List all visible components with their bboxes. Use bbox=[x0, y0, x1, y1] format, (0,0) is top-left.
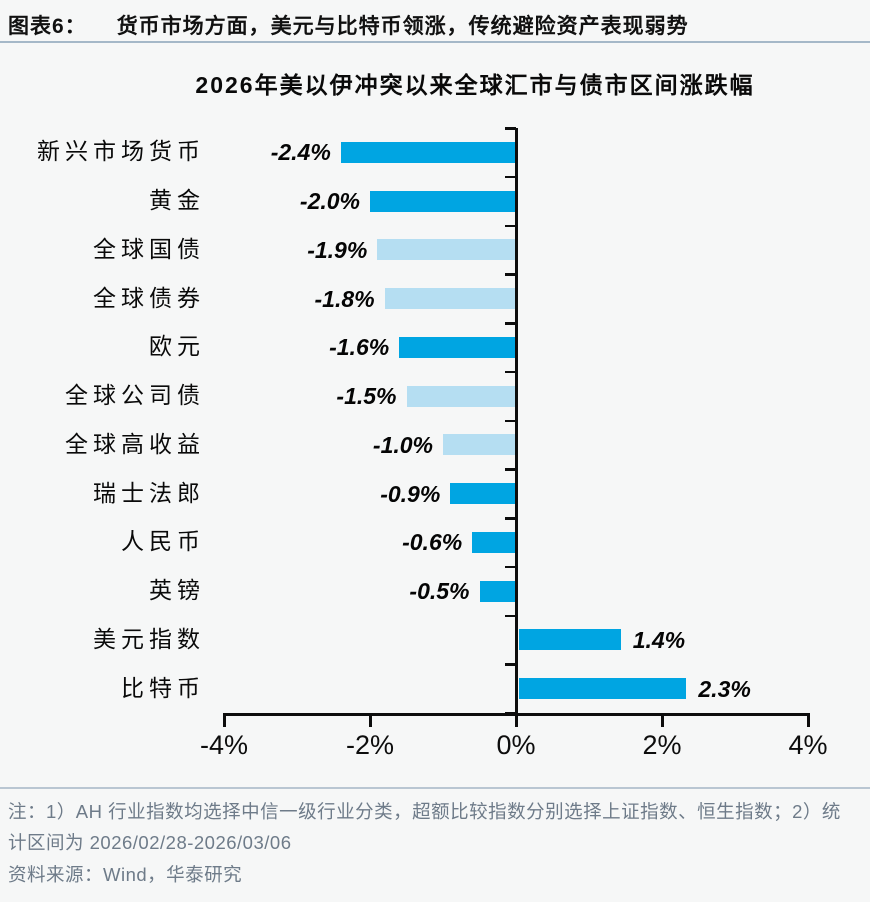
category-label: 欧元 bbox=[149, 334, 205, 360]
axis-tick bbox=[807, 713, 810, 727]
bar bbox=[340, 141, 516, 163]
value-label: -2.0% bbox=[299, 188, 360, 215]
x-tick-label: 4% bbox=[788, 730, 828, 760]
axis-tick bbox=[515, 713, 518, 727]
value-label: -2.4% bbox=[270, 139, 331, 166]
bar bbox=[443, 434, 516, 456]
category-label: 全球债券 bbox=[93, 285, 205, 311]
value-label: -1.9% bbox=[307, 236, 368, 263]
axis-tick bbox=[505, 663, 516, 666]
bar bbox=[518, 629, 621, 651]
axis-tick bbox=[505, 419, 516, 422]
axis-tick bbox=[661, 713, 664, 727]
chart-source: 资料来源：Wind，华泰研究 bbox=[8, 864, 243, 885]
header-divider bbox=[0, 41, 870, 43]
category-label: 全球国债 bbox=[93, 236, 205, 262]
category-label: 全球公司债 bbox=[65, 383, 205, 409]
figure-header: 图表6： 货币市场方面，美元与比特币领涨，传统避险资产表现弱势 bbox=[8, 10, 862, 40]
bar bbox=[384, 288, 516, 310]
bar bbox=[479, 580, 516, 602]
axis-tick bbox=[505, 517, 516, 520]
axis-tick bbox=[505, 468, 516, 471]
category-label: 美元指数 bbox=[93, 626, 205, 652]
axis-tick bbox=[223, 713, 226, 727]
axis-tick bbox=[505, 614, 516, 617]
x-tick-label: -4% bbox=[199, 730, 248, 760]
x-tick-label: -2% bbox=[345, 730, 394, 760]
value-label: 1.4% bbox=[632, 626, 686, 653]
axis-tick bbox=[369, 713, 372, 727]
axis-tick bbox=[505, 273, 516, 276]
bar-chart-plot: 新兴市场货币 -2.4% 黄金 -2.0% 全球国债 -1.9% 全球债券 -1.8% 欧元 -1… bbox=[37, 127, 828, 760]
bar bbox=[450, 483, 516, 505]
footer-divider bbox=[0, 787, 870, 789]
value-label: -0.6% bbox=[402, 529, 463, 556]
category-label: 英镑 bbox=[149, 578, 205, 604]
value-label: 2.3% bbox=[698, 675, 751, 702]
value-label: -0.9% bbox=[380, 480, 441, 507]
bar bbox=[399, 336, 516, 358]
chart-note: 注：1）AH 行业指数均选择中信一级行业分类，超额比较指数分别选择上证指数、恒生… bbox=[8, 801, 841, 853]
value-label: -1.6% bbox=[329, 334, 390, 361]
figure-number: 图表6： bbox=[8, 15, 87, 38]
bar bbox=[518, 678, 687, 700]
category-label: 人民币 bbox=[121, 529, 205, 555]
category-label: 新兴市场货币 bbox=[37, 139, 205, 165]
value-label: -1.8% bbox=[314, 285, 375, 312]
value-label: -0.5% bbox=[409, 578, 470, 605]
axis-tick bbox=[505, 370, 516, 374]
category-label: 黄金 bbox=[149, 188, 205, 214]
category-label: 比特币 bbox=[121, 675, 205, 701]
bar bbox=[377, 239, 516, 261]
value-label: -1.5% bbox=[336, 383, 397, 410]
x-tick-label: 2% bbox=[642, 730, 682, 760]
category-label: 全球高收益 bbox=[65, 431, 205, 457]
axis-tick bbox=[505, 224, 516, 227]
x-tick-label: 0% bbox=[496, 730, 536, 760]
chart-title: 2026年美以伊冲突以来全球汇市与债市区间涨跌幅 bbox=[195, 72, 755, 98]
bar bbox=[472, 531, 516, 553]
axis-tick bbox=[505, 322, 516, 325]
axis-tick bbox=[505, 175, 516, 179]
zero-axis-line bbox=[515, 128, 518, 718]
figure-title: 货币市场方面，美元与比特币领涨，传统避险资产表现弱势 bbox=[116, 15, 689, 38]
category-label: 瑞士法郎 bbox=[93, 480, 205, 506]
bar bbox=[406, 385, 516, 407]
bar bbox=[370, 190, 516, 212]
axis-tick bbox=[505, 127, 516, 130]
axis-tick bbox=[505, 565, 516, 569]
value-label: -1.0% bbox=[372, 431, 433, 458]
